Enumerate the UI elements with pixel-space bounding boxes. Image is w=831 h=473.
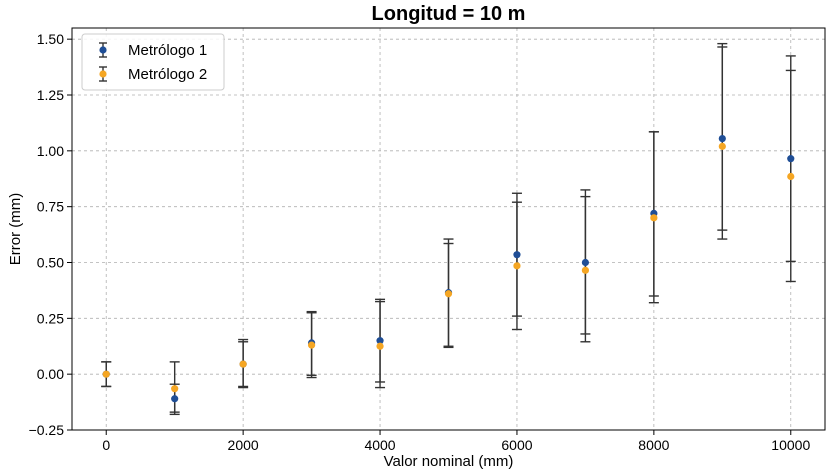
series-2-points [102, 142, 795, 393]
data-marks [101, 42, 796, 416]
data-point [102, 370, 110, 378]
legend-label: Metrólogo 1 [128, 42, 207, 59]
data-point [513, 251, 521, 259]
y-tick-label: 0.50 [37, 255, 64, 271]
legend-marker [99, 70, 107, 78]
legend-entry: Metrólogo 1 [99, 42, 207, 59]
x-tick-label: 0 [102, 437, 110, 453]
y-tick-label: 1.00 [37, 143, 64, 159]
data-point [444, 290, 453, 298]
legend-marker [99, 46, 107, 54]
y-tick-label: 0.75 [37, 199, 64, 215]
data-point [376, 337, 384, 345]
legend: Metrólogo 1 Metrólogo 2 [81, 33, 225, 91]
data-point [718, 142, 726, 150]
data-point [581, 258, 590, 267]
y-tick-label: 1.25 [37, 87, 64, 103]
data-point [171, 385, 179, 393]
data-point [787, 155, 795, 163]
x-tick-label: 2000 [228, 437, 259, 453]
x-tick-label: 8000 [638, 437, 669, 453]
axis-ticks: 0 2000 4000 6000 8000 10000 −0.25 0.00 0.25 0.50 0… [29, 31, 811, 453]
data-point [718, 134, 726, 143]
series-1 [101, 46, 796, 416]
series-2 [101, 42, 796, 413]
legend-box [81, 33, 225, 91]
plot-frame [71, 27, 826, 431]
y-tick-label: 0.00 [37, 366, 64, 382]
x-tick-label: 6000 [501, 437, 532, 453]
legend-label: Metrólogo 2 [128, 66, 207, 83]
data-point [376, 342, 384, 350]
data-point [650, 214, 658, 222]
y-axis-label: Error (mm) [7, 193, 24, 265]
x-axis-label: Valor nominal (mm) [384, 453, 514, 470]
y-tick-label: 1.50 [37, 31, 64, 47]
legend-entry: Metrólogo 2 [99, 66, 207, 83]
y-tick-label: 0.25 [37, 310, 64, 326]
x-tick-label: 4000 [364, 437, 395, 453]
chart-title: Longitud = 10 m [372, 3, 526, 25]
data-point [787, 172, 795, 181]
data-point [581, 266, 590, 274]
data-point [171, 395, 179, 403]
x-tick-label: 10000 [771, 437, 810, 453]
data-point [239, 360, 247, 368]
data-point [307, 341, 316, 349]
y-tick-label: −0.25 [29, 422, 65, 438]
data-point [513, 262, 521, 270]
